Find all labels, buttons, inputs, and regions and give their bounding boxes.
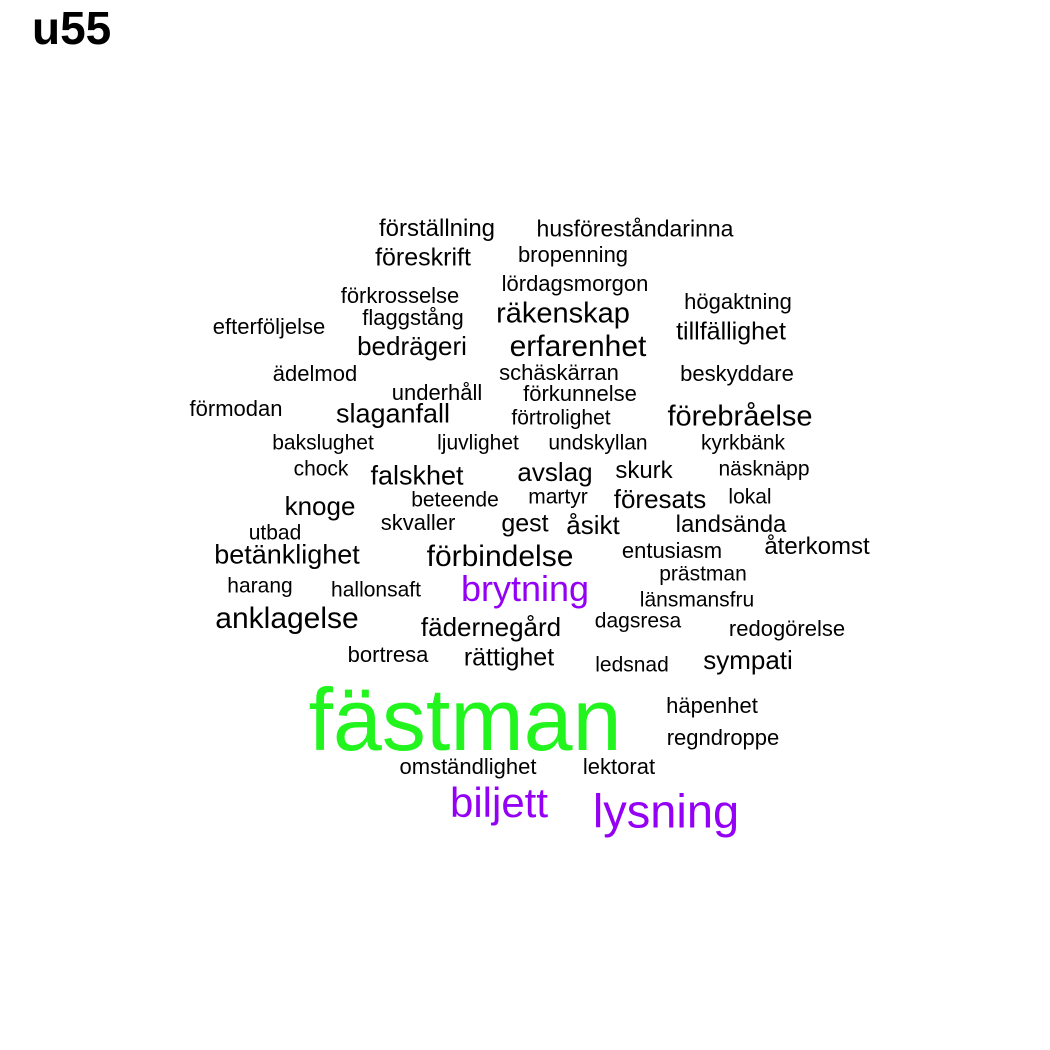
cloud-word: undskyllan: [548, 431, 648, 455]
cloud-word: lördagsmorgon: [501, 271, 649, 296]
cloud-word: förmodan: [189, 396, 283, 421]
page-title: u55: [32, 2, 112, 54]
cloud-word: slaganfall: [335, 398, 451, 429]
cloud-word: betänklighet: [214, 539, 360, 570]
cloud-word: förbindelse: [426, 540, 574, 573]
cloud-word: tillfällighet: [676, 317, 786, 346]
cloud-word: falskhet: [370, 460, 464, 491]
cloud-word: förebråelse: [667, 400, 813, 433]
cloud-word: anklagelse: [215, 602, 359, 635]
cloud-word: erfarenhet: [509, 330, 647, 363]
cloud-word: kyrkbänk: [700, 431, 786, 455]
cloud-word: utbad: [248, 521, 302, 545]
cloud-word: husföreståndarinna: [536, 215, 734, 242]
cloud-word: fästman: [308, 670, 622, 769]
cloud-word: regndroppe: [666, 725, 780, 750]
cloud-word: skvaller: [380, 510, 456, 535]
cloud-word: brytning: [460, 568, 590, 609]
cloud-word: entusiasm: [621, 538, 723, 563]
cloud-word: bedrägeri: [357, 331, 467, 361]
cloud-word: lokal: [728, 485, 772, 509]
cloud-word: lektorat: [582, 754, 656, 779]
cloud-word: underhåll: [391, 380, 483, 405]
cloud-word: beteende: [411, 488, 499, 512]
cloud-word: knoge: [284, 491, 356, 521]
cloud-word: bropenning: [517, 242, 629, 267]
cloud-word: fädernegård: [420, 612, 562, 642]
cloud-word: prästman: [659, 562, 747, 586]
cloud-word: näsknäpp: [718, 457, 810, 481]
cloud-word: ledsnad: [595, 653, 669, 677]
cloud-word: rättighet: [463, 643, 555, 672]
cloud-word: efterföljelse: [212, 314, 326, 339]
cloud-word: åsikt: [566, 510, 620, 540]
cloud-word: omständlighet: [399, 754, 537, 779]
cloud-word: hallonsaft: [331, 578, 421, 602]
cloud-word: förtrolighet: [511, 406, 611, 430]
cloud-word: sympati: [703, 645, 793, 675]
cloud-word: bortresa: [347, 642, 429, 667]
cloud-word: länsmansfru: [639, 588, 755, 612]
cloud-word: lysning: [592, 784, 740, 838]
cloud-word: föreskrift: [375, 243, 471, 272]
cloud-word: gest: [501, 509, 549, 538]
cloud-word: förkrosselse: [340, 283, 460, 308]
cloud-word: bakslughet: [272, 431, 374, 455]
cloud-word: chock: [293, 457, 349, 481]
cloud-word: ädelmod: [272, 361, 358, 386]
cloud-word: biljett: [449, 779, 549, 826]
cloud-word: martyr: [528, 485, 588, 509]
cloud-word: ljuvlighet: [437, 431, 519, 455]
cloud-word: redogörelse: [728, 616, 846, 641]
cloud-word: landsända: [675, 511, 787, 538]
cloud-word: skurk: [615, 457, 673, 484]
cloud-word: flaggstång: [362, 305, 464, 330]
cloud-word: harang: [227, 574, 293, 598]
cloud-word: häpenhet: [666, 693, 758, 718]
cloud-word: avslag: [517, 457, 593, 487]
cloud-word: dagsresa: [594, 609, 682, 633]
cloud-word: schäskärran: [499, 360, 619, 385]
cloud-word: förställning: [378, 215, 496, 242]
cloud-word: högaktning: [684, 289, 792, 314]
cloud-word: beskyddare: [680, 361, 794, 386]
cloud-word: återkomst: [764, 533, 870, 560]
cloud-word: förkunnelse: [523, 381, 637, 406]
cloud-word: föresats: [613, 484, 707, 514]
cloud-word: räkenskap: [496, 297, 630, 330]
